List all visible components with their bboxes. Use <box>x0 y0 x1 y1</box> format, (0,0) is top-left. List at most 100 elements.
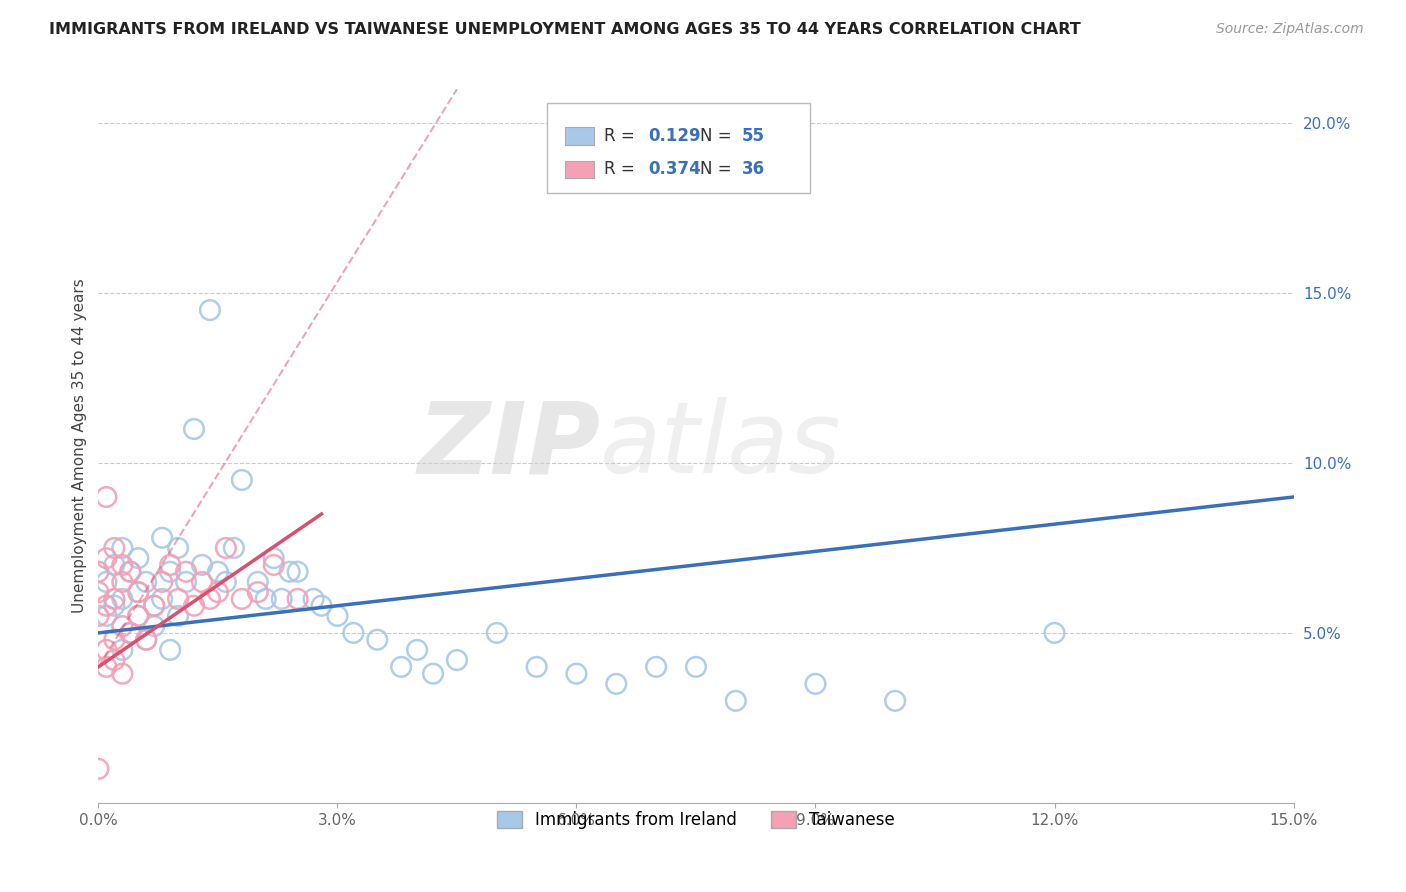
Point <box>254 591 277 606</box>
Point <box>96 574 118 589</box>
Point <box>111 558 134 572</box>
Point <box>167 608 190 623</box>
Point <box>103 599 125 613</box>
Point <box>231 473 253 487</box>
Legend: Immigrants from Ireland, Taiwanese: Immigrants from Ireland, Taiwanese <box>489 803 903 838</box>
Point <box>174 574 197 589</box>
Point <box>804 677 827 691</box>
Point <box>406 643 429 657</box>
Point <box>263 551 285 566</box>
Point <box>565 666 588 681</box>
Point <box>287 591 309 606</box>
Point <box>167 541 190 555</box>
Point <box>96 599 118 613</box>
Point <box>215 541 238 555</box>
Point <box>246 585 269 599</box>
Point <box>96 660 118 674</box>
Point <box>150 531 173 545</box>
Point <box>183 599 205 613</box>
Y-axis label: Unemployment Among Ages 35 to 44 years: Unemployment Among Ages 35 to 44 years <box>72 278 87 614</box>
Point <box>111 591 134 606</box>
Point <box>159 565 181 579</box>
Point <box>215 574 238 589</box>
Point <box>278 565 301 579</box>
Point <box>191 574 214 589</box>
FancyBboxPatch shape <box>565 127 595 145</box>
Text: R =: R = <box>605 161 640 178</box>
Point <box>174 565 197 579</box>
Point <box>724 694 747 708</box>
Point <box>111 643 134 657</box>
Point <box>326 608 349 623</box>
Point <box>485 626 508 640</box>
Point <box>207 585 229 599</box>
Point <box>198 591 221 606</box>
Point <box>87 608 110 623</box>
Point <box>143 599 166 613</box>
Point <box>207 565 229 579</box>
Point <box>159 558 181 572</box>
Point <box>287 565 309 579</box>
Text: N =: N = <box>700 127 737 145</box>
Text: atlas: atlas <box>600 398 842 494</box>
Point <box>87 762 110 776</box>
Point <box>270 591 292 606</box>
Point <box>127 585 149 599</box>
Point <box>167 591 190 606</box>
Point <box>111 574 134 589</box>
Point <box>389 660 412 674</box>
FancyBboxPatch shape <box>565 161 595 178</box>
Point <box>422 666 444 681</box>
Point <box>150 574 173 589</box>
Point <box>685 660 707 674</box>
Text: 36: 36 <box>741 161 765 178</box>
Point <box>120 565 142 579</box>
Point <box>150 591 173 606</box>
Point <box>263 558 285 572</box>
Point <box>222 541 245 555</box>
Point <box>191 558 214 572</box>
Point <box>96 643 118 657</box>
Point <box>96 490 118 504</box>
Text: IMMIGRANTS FROM IRELAND VS TAIWANESE UNEMPLOYMENT AMONG AGES 35 TO 44 YEARS CORR: IMMIGRANTS FROM IRELAND VS TAIWANESE UNE… <box>49 22 1081 37</box>
Point <box>127 585 149 599</box>
Point <box>96 608 118 623</box>
Text: 0.374: 0.374 <box>648 161 702 178</box>
Point <box>127 551 149 566</box>
FancyBboxPatch shape <box>547 103 810 193</box>
Point <box>366 632 388 647</box>
Text: 55: 55 <box>741 127 765 145</box>
Point <box>103 591 125 606</box>
Point <box>231 591 253 606</box>
Text: 0.129: 0.129 <box>648 127 700 145</box>
Point <box>120 626 142 640</box>
Point <box>143 599 166 613</box>
Point <box>103 632 125 647</box>
Text: ZIP: ZIP <box>418 398 600 494</box>
Point <box>884 694 907 708</box>
Point <box>96 551 118 566</box>
Point <box>143 619 166 633</box>
Point <box>311 599 333 613</box>
Point <box>120 626 142 640</box>
Point <box>198 303 221 318</box>
Point <box>111 541 134 555</box>
Point <box>120 565 142 579</box>
Point <box>526 660 548 674</box>
Text: Source: ZipAtlas.com: Source: ZipAtlas.com <box>1216 22 1364 37</box>
Point <box>103 558 125 572</box>
Point <box>135 632 157 647</box>
Point <box>103 653 125 667</box>
Point <box>446 653 468 667</box>
Point <box>111 666 134 681</box>
Point <box>159 643 181 657</box>
Point <box>1043 626 1066 640</box>
Point <box>605 677 627 691</box>
Point <box>111 619 134 633</box>
Point <box>127 608 149 623</box>
Point <box>342 626 364 640</box>
Point <box>645 660 668 674</box>
Point <box>103 541 125 555</box>
Point <box>135 574 157 589</box>
Point <box>246 574 269 589</box>
